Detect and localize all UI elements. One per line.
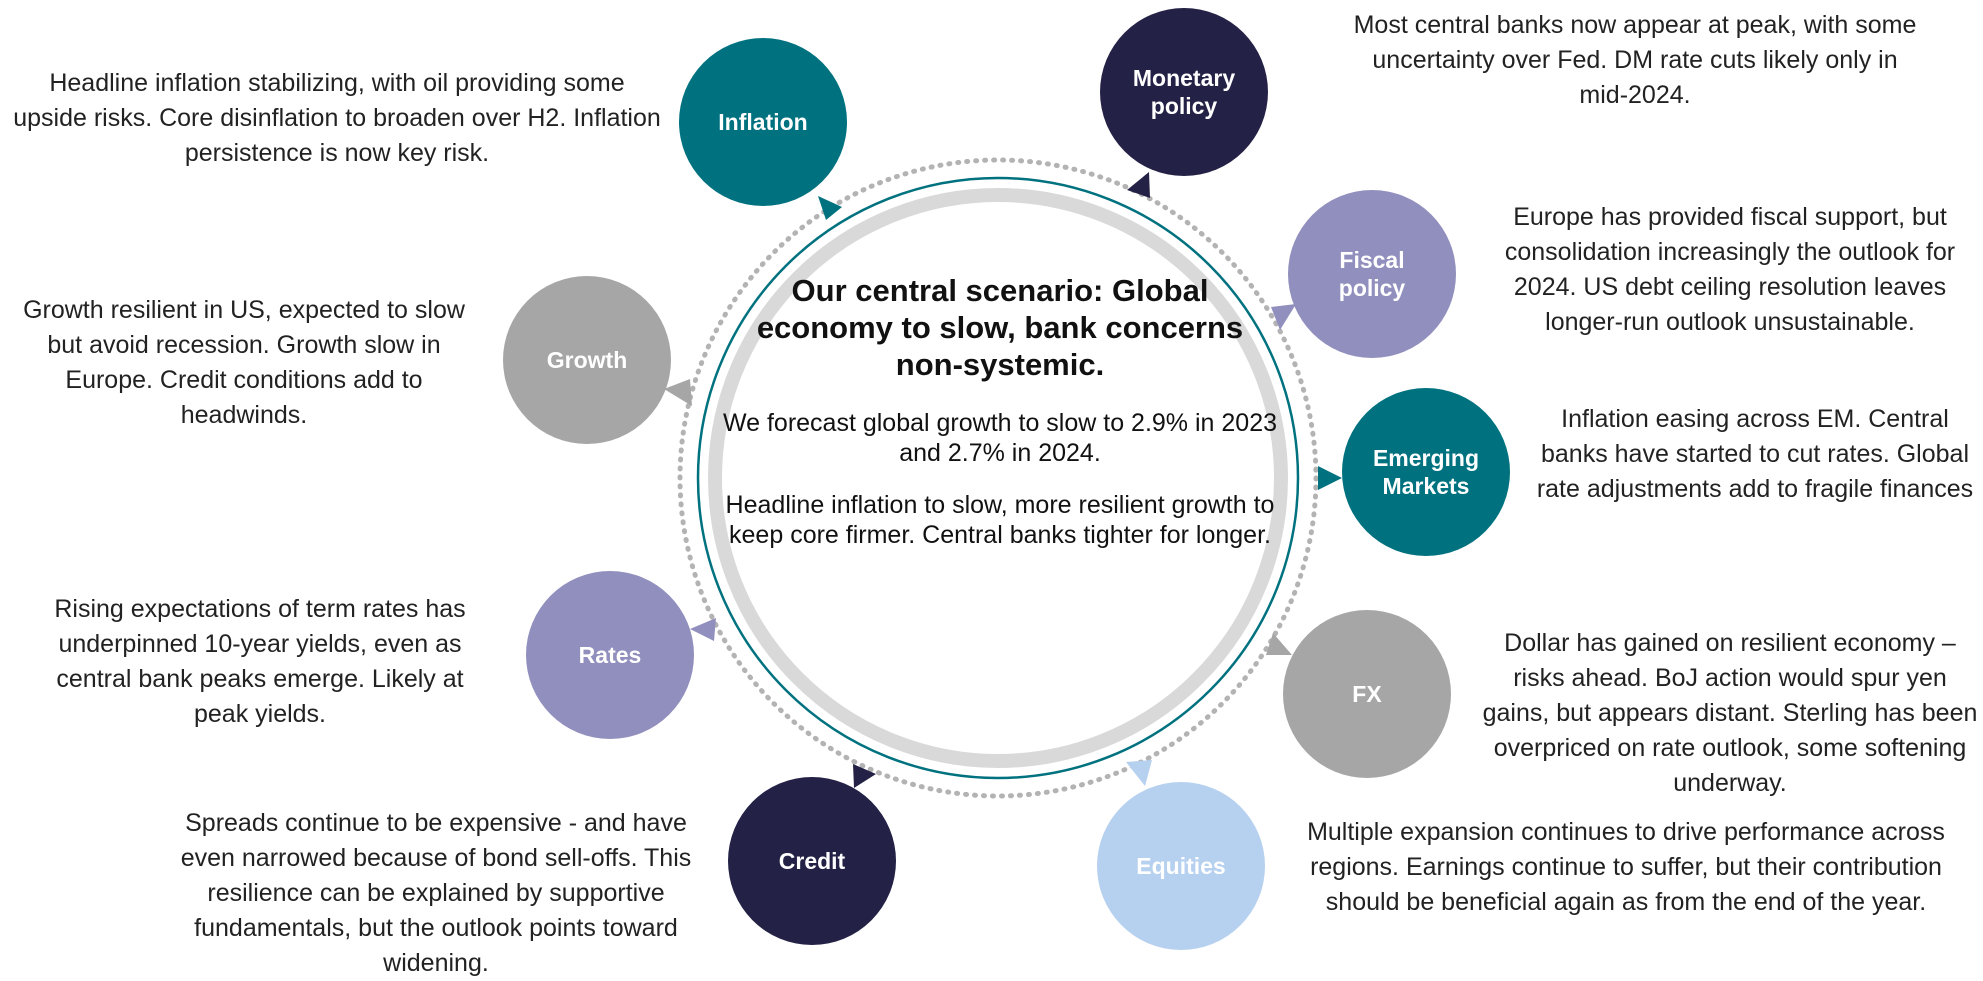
desc-emerging-markets: Inflation easing across EM. Central bank… (1536, 405, 1974, 503)
arrow-growth (664, 379, 692, 406)
arrow-equities (1126, 760, 1152, 786)
desc-equities: Multiple expansion continues to drive pe… (1307, 818, 1945, 916)
node-label-fx: FX (1352, 681, 1382, 707)
arrow-monetary-policy (1127, 172, 1150, 198)
center-body-inflation: Headline inflation to slow, more resilie… (725, 491, 1275, 549)
desc-fx: Dollar has gained on resilient economy –… (1482, 629, 1978, 797)
node-label-credit: Credit (778, 848, 846, 874)
node-circle-fx (1283, 610, 1451, 778)
arrow-fx (1266, 633, 1292, 655)
arrow-inflation (818, 196, 842, 220)
node-label-rates: Rates (578, 642, 642, 668)
center-body-forecast: We forecast global growth to slow to 2.9… (722, 409, 1278, 467)
desc-rates: Rising expectations of term rates has un… (54, 595, 466, 728)
desc-credit: Spreads continue to be expensive - and h… (180, 809, 692, 977)
node-circles (503, 8, 1510, 950)
desc-fiscal-policy: Europe has provided fiscal support, but … (1504, 203, 1956, 336)
node-label-growth: Growth (546, 347, 628, 373)
arrow-emerging-markets (1318, 466, 1342, 490)
node-label-emerging-markets: Emerging Markets (1372, 445, 1480, 499)
desc-monetary-policy: Most central banks now appear at peak, w… (1353, 11, 1917, 109)
node-circle-fiscal-policy (1288, 190, 1456, 358)
node-circle-growth (503, 276, 671, 444)
node-label-monetary-policy: Monetary policy (1132, 65, 1236, 119)
node-circle-inflation (679, 38, 847, 206)
arrow-rates (690, 618, 716, 641)
node-label-equities: Equities (1136, 853, 1226, 879)
inner-gray-ring (708, 188, 1288, 768)
arrow-group (664, 172, 1342, 788)
node-label-fiscal-policy: Fiscal policy (1338, 247, 1406, 301)
arrow-fiscal-policy (1271, 304, 1296, 330)
node-circle-equities (1097, 782, 1265, 950)
node-circle-rates (526, 571, 694, 739)
teal-ring (696, 176, 1300, 780)
arrow-credit (853, 764, 876, 788)
center-title: Our central scenario: Global economy to … (756, 273, 1244, 382)
node-label-inflation: Inflation (718, 109, 808, 135)
node-circle-credit (728, 777, 896, 945)
node-circle-monetary-policy (1100, 8, 1268, 176)
node-circle-emerging-markets (1342, 388, 1510, 556)
desc-inflation: Headline inflation stabilizing, with oil… (13, 69, 661, 167)
desc-growth: Growth resilient in US, expected to slow… (23, 296, 465, 429)
center-body: We forecast global growth to slow to 2.9… (720, 408, 1280, 572)
outer-dotted-ring (677, 157, 1319, 799)
